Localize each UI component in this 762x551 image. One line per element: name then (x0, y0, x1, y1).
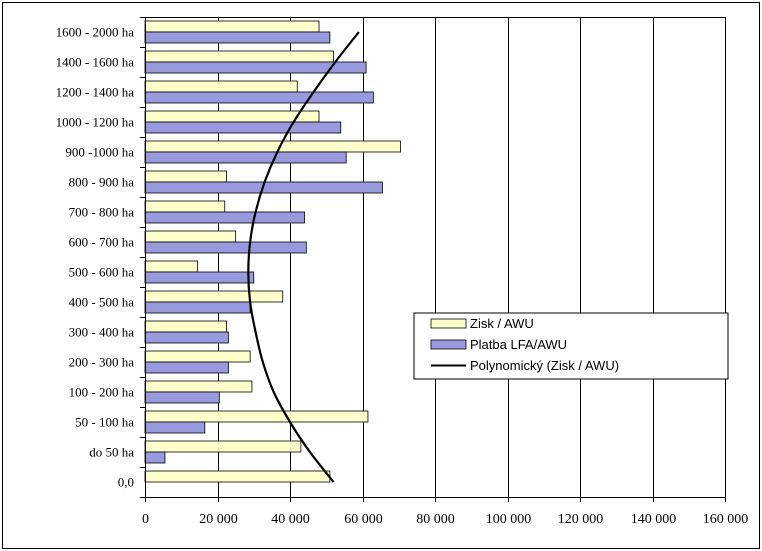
trendline-layer (247, 31, 360, 483)
bar-platba (144, 151, 347, 164)
bar-platba (144, 271, 255, 284)
trendline (247, 31, 360, 483)
bar-platba (144, 301, 251, 314)
legend-swatch-platba (430, 339, 467, 350)
bar-platba (144, 391, 220, 404)
x-tick-label: 100 000 (486, 512, 532, 527)
x-tick-labels: 0 20 000 40 000 60 000 80 000 100 000 120 000 1… (142, 512, 748, 527)
bar-zisk (144, 470, 331, 483)
legend-label-platba: Platba LFA/AWU (470, 337, 567, 352)
bar-zisk (144, 50, 334, 63)
category-label: 1000 - 1200 ha (56, 115, 135, 130)
bar-platba (144, 451, 166, 464)
category-label: 1200 - 1400 ha (56, 85, 135, 100)
category-label: 500 - 600 ha (69, 265, 135, 280)
category-label: 200 - 300 ha (69, 355, 135, 370)
bar-zisk (144, 380, 253, 393)
bar-zisk (144, 20, 320, 33)
x-tick-label: 20 000 (199, 512, 238, 527)
category-label: 800 - 900 ha (69, 175, 135, 190)
x-tick-label: 140 000 (631, 512, 677, 527)
bar-platba (144, 331, 229, 344)
category-label: 700 - 800 ha (69, 205, 135, 220)
category-label: 1400 - 1600 ha (56, 55, 135, 70)
x-tick-label: 120 000 (558, 512, 604, 527)
bar-zisk (144, 350, 251, 363)
category-label: do 50 ha (89, 445, 134, 460)
bar-platba (144, 121, 342, 134)
bar-zisk (144, 320, 227, 333)
x-tick-label: 80 000 (416, 512, 455, 527)
axes (140, 17, 726, 502)
category-labels: 1600 - 2000 ha 1400 - 1600 ha 1200 - 1400 … (56, 25, 135, 490)
legend-swatch-zisk (430, 318, 467, 329)
legend: Zisk / AWU Platba LFA/AWU Polynomický (Z… (413, 312, 729, 380)
bar-platba (144, 31, 331, 44)
bar-platba (144, 91, 374, 104)
category-label: 50 - 100 ha (75, 415, 134, 430)
x-tick-label: 160 000 (703, 512, 749, 527)
bar-platba (144, 421, 206, 434)
x-tick-label: 0 (142, 512, 149, 527)
bar-zisk (144, 290, 284, 303)
bar-zisk (144, 410, 369, 423)
bar-platba (144, 361, 229, 374)
category-label: 400 - 500 ha (69, 295, 135, 310)
x-tick-label: 40 000 (271, 512, 310, 527)
bar-platba (144, 211, 305, 224)
legend-label-trend: Polynomický (Zisk / AWU) (470, 358, 619, 373)
bar-zisk (144, 440, 302, 453)
category-label: 900 -1000 ha (65, 145, 134, 160)
category-label: 600 - 700 ha (69, 235, 135, 250)
bar-zisk (144, 110, 320, 123)
bar-zisk (144, 200, 226, 213)
bar-zisk (144, 170, 227, 183)
bar-zisk (144, 230, 237, 243)
category-label: 300 - 400 ha (69, 325, 135, 340)
category-label: 1600 - 2000 ha (56, 25, 135, 40)
legend-label-zisk: Zisk / AWU (470, 316, 534, 331)
category-label: 100 - 200 ha (69, 385, 135, 400)
x-tick-label: 60 000 (344, 512, 383, 527)
bar-zisk (144, 80, 298, 93)
bar-platba (144, 241, 307, 254)
bar-zisk (144, 140, 401, 153)
category-label: 0,0 (118, 475, 134, 490)
bar-zisk (144, 260, 198, 273)
